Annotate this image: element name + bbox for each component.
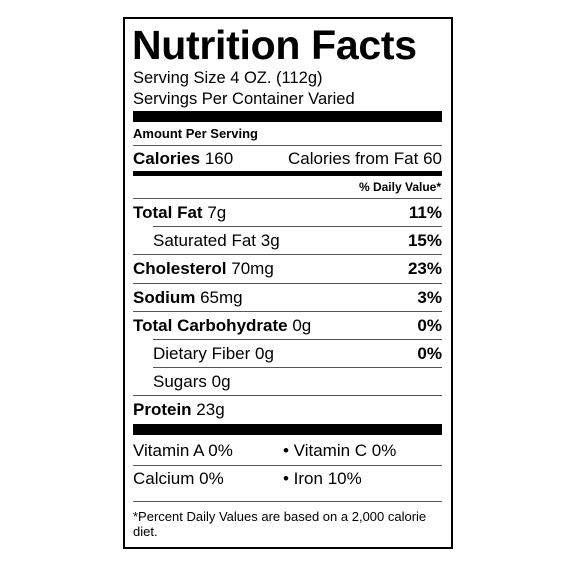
nutrient-name: Sugars <box>153 372 207 392</box>
amount-per-serving: Amount Per Serving <box>133 126 258 141</box>
nutrient-row: Protein 23g <box>133 399 442 421</box>
nutrient-name: Saturated Fat <box>153 231 257 251</box>
vitamin: • Iron 10% <box>283 469 362 488</box>
nutrient-name: Dietary Fiber <box>153 344 251 363</box>
divider <box>133 501 442 502</box>
nutrient-amount: 23g <box>196 400 225 420</box>
nutrient: Cholesterol 70mg <box>133 258 274 280</box>
medium-divider <box>133 171 442 176</box>
daily-value: 0% <box>417 315 442 335</box>
calories-row: Calories 160 Calories from Fat 60 <box>133 148 442 170</box>
nutrient: Total Fat 7g <box>133 202 226 224</box>
thick-divider <box>133 111 442 122</box>
vitamin: Vitamin A 0% <box>133 441 233 460</box>
nutrient-name: Total Carbohydrate <box>133 315 288 335</box>
divider <box>133 145 442 146</box>
nutrient: Dietary Fiber 0g <box>153 343 274 365</box>
footnote: *Percent Daily Values are based on a 2,0… <box>133 509 427 539</box>
divider <box>133 395 442 397</box>
nutrient-amount: 0g <box>255 344 274 363</box>
nutrient-name: Total Fat <box>133 203 203 222</box>
title: Nutrition Facts <box>132 22 417 68</box>
label-border <box>123 17 453 549</box>
nutrient-row: Sodium 65mg 3% <box>133 287 442 309</box>
daily-value: 23% <box>407 259 442 279</box>
calories-amount: 160 <box>204 149 234 168</box>
nutrient: Sodium 65mg <box>133 287 243 309</box>
nutrient-amount: 70mg <box>231 259 274 279</box>
nutrient-amount: 0g <box>292 315 312 335</box>
calories-label: Calories <box>133 149 201 168</box>
vitamin: Calcium 0% <box>133 469 224 488</box>
divider <box>133 310 442 312</box>
nutrient-name: Protein <box>133 400 192 420</box>
calories-from-fat: Calories from Fat 60 <box>288 149 442 168</box>
nutrient: Protein 23g <box>133 399 225 421</box>
nutrient: Saturated Fat 3g <box>153 230 280 252</box>
divider <box>153 339 442 340</box>
divider <box>153 226 442 228</box>
nutrient: Sugars 0g <box>153 371 231 393</box>
nutrient-amount: 7g <box>207 203 227 222</box>
nutrient-row: Total Fat 7g 11% <box>133 202 442 224</box>
servings-per-container: Servings Per Container Varied <box>133 90 355 108</box>
nutrient-amount: 65mg <box>200 287 243 307</box>
nutrient-row: Saturated Fat 3g 15% <box>133 230 442 252</box>
thick-divider <box>133 424 442 435</box>
nutrient-row: Sugars 0g <box>133 371 442 393</box>
nutrient-row: Dietary Fiber 0g 0% <box>133 343 442 365</box>
divider <box>133 465 442 466</box>
nutrient-name: Cholesterol <box>133 259 227 279</box>
nutrient-amount: 3g <box>260 231 280 251</box>
daily-value: 11% <box>408 203 442 222</box>
nutrient-row: Cholesterol 70mg 23% <box>133 258 442 280</box>
nutrient-amount: 0g <box>211 372 231 392</box>
calories: Calories 160 <box>133 148 233 170</box>
daily-value: 0% <box>417 344 442 363</box>
divider <box>133 282 442 284</box>
nutrient-name: Sodium <box>133 287 196 307</box>
nutrient: Total Carbohydrate 0g <box>133 315 311 337</box>
divider <box>133 254 442 256</box>
serving-size: Serving Size 4 OZ. (112g) <box>133 69 323 87</box>
daily-value: 3% <box>417 287 442 307</box>
divider <box>153 367 442 369</box>
vitamin: • Vitamin C 0% <box>283 441 397 460</box>
daily-value: 15% <box>407 231 442 251</box>
divider <box>133 198 442 199</box>
nutrient-row: Total Carbohydrate 0g 0% <box>133 315 442 337</box>
daily-value-header: % Daily Value* <box>358 180 441 194</box>
